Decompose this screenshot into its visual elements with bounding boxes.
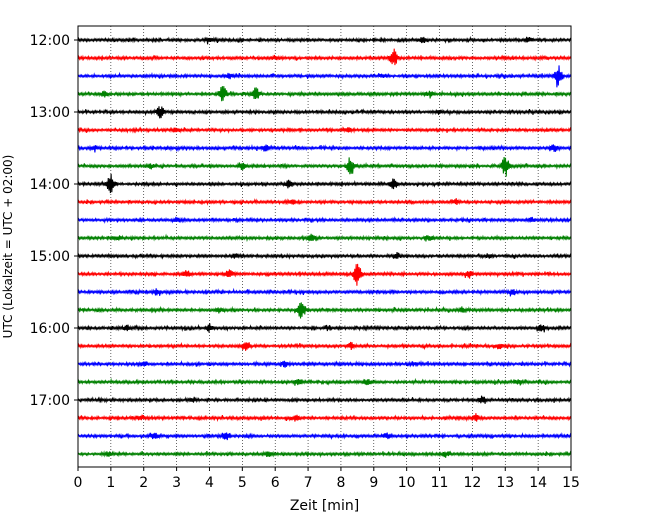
trace-1645 [77, 377, 572, 386]
x-axis-label: Zeit [min] [290, 498, 359, 514]
trace-1515 [77, 263, 572, 286]
trace-1215 [77, 48, 572, 66]
trace-1715 [77, 413, 572, 423]
y-tick-label: 17:00 [30, 393, 70, 409]
x-tick-label: 3 [172, 475, 181, 491]
trace-1330 [77, 143, 572, 153]
x-tick-label: 7 [304, 475, 313, 491]
trace-1500 [77, 252, 572, 260]
x-tick-label: 0 [74, 475, 83, 491]
trace-1745 [77, 450, 572, 458]
y-ticks: 12:00 13:00 14:00 15:00 16:00 17:00 [30, 33, 78, 409]
trace-1415 [77, 198, 572, 206]
trace-1700 [77, 395, 572, 404]
trace-1630 [77, 359, 572, 368]
x-tick-label: 15 [562, 475, 580, 491]
trace-1430 [77, 216, 572, 224]
x-tick-label: 12 [463, 475, 481, 491]
x-tick-label: 11 [431, 475, 449, 491]
y-tick-label: 16:00 [30, 321, 70, 337]
x-tick-label: 6 [271, 475, 280, 491]
x-tick-label: 8 [336, 475, 345, 491]
x-tick-label: 2 [139, 475, 148, 491]
x-tick-label: 14 [529, 475, 547, 491]
y-tick-label: 15:00 [30, 249, 70, 265]
x-tick-label: 13 [496, 475, 514, 491]
y-tick-label: 13:00 [30, 105, 70, 121]
y-tick-label: 12:00 [30, 33, 70, 49]
trace-1530 [77, 287, 572, 297]
trace-1615 [77, 341, 572, 351]
trace-1315 [77, 126, 572, 134]
trace-1200 [77, 35, 572, 45]
x-tick-label: 10 [398, 475, 416, 491]
trace-1545 [77, 302, 572, 319]
trace-1445 [77, 233, 572, 243]
x-tick-label: 9 [369, 475, 378, 491]
trace-1230 [77, 65, 572, 88]
plot-frame [77, 25, 572, 468]
trace-1730 [77, 432, 572, 441]
x-tick-label: 1 [106, 475, 115, 491]
trace-1345 [77, 156, 572, 177]
trace-1600 [77, 323, 572, 333]
x-tick-label: 5 [238, 475, 247, 491]
trace-1300 [77, 106, 572, 119]
x-ticks: 0 1 2 3 4 5 6 7 8 9 10 11 12 13 14 15 [74, 467, 580, 491]
trace-1400 [77, 173, 572, 194]
y-axis-label: UTC (Lokalzeit = UTC + 02:00) [1, 155, 15, 339]
y-tick-label: 14:00 [30, 177, 70, 193]
trace-1245 [77, 86, 572, 102]
traces [77, 35, 572, 458]
x-tick-label: 4 [205, 475, 214, 491]
